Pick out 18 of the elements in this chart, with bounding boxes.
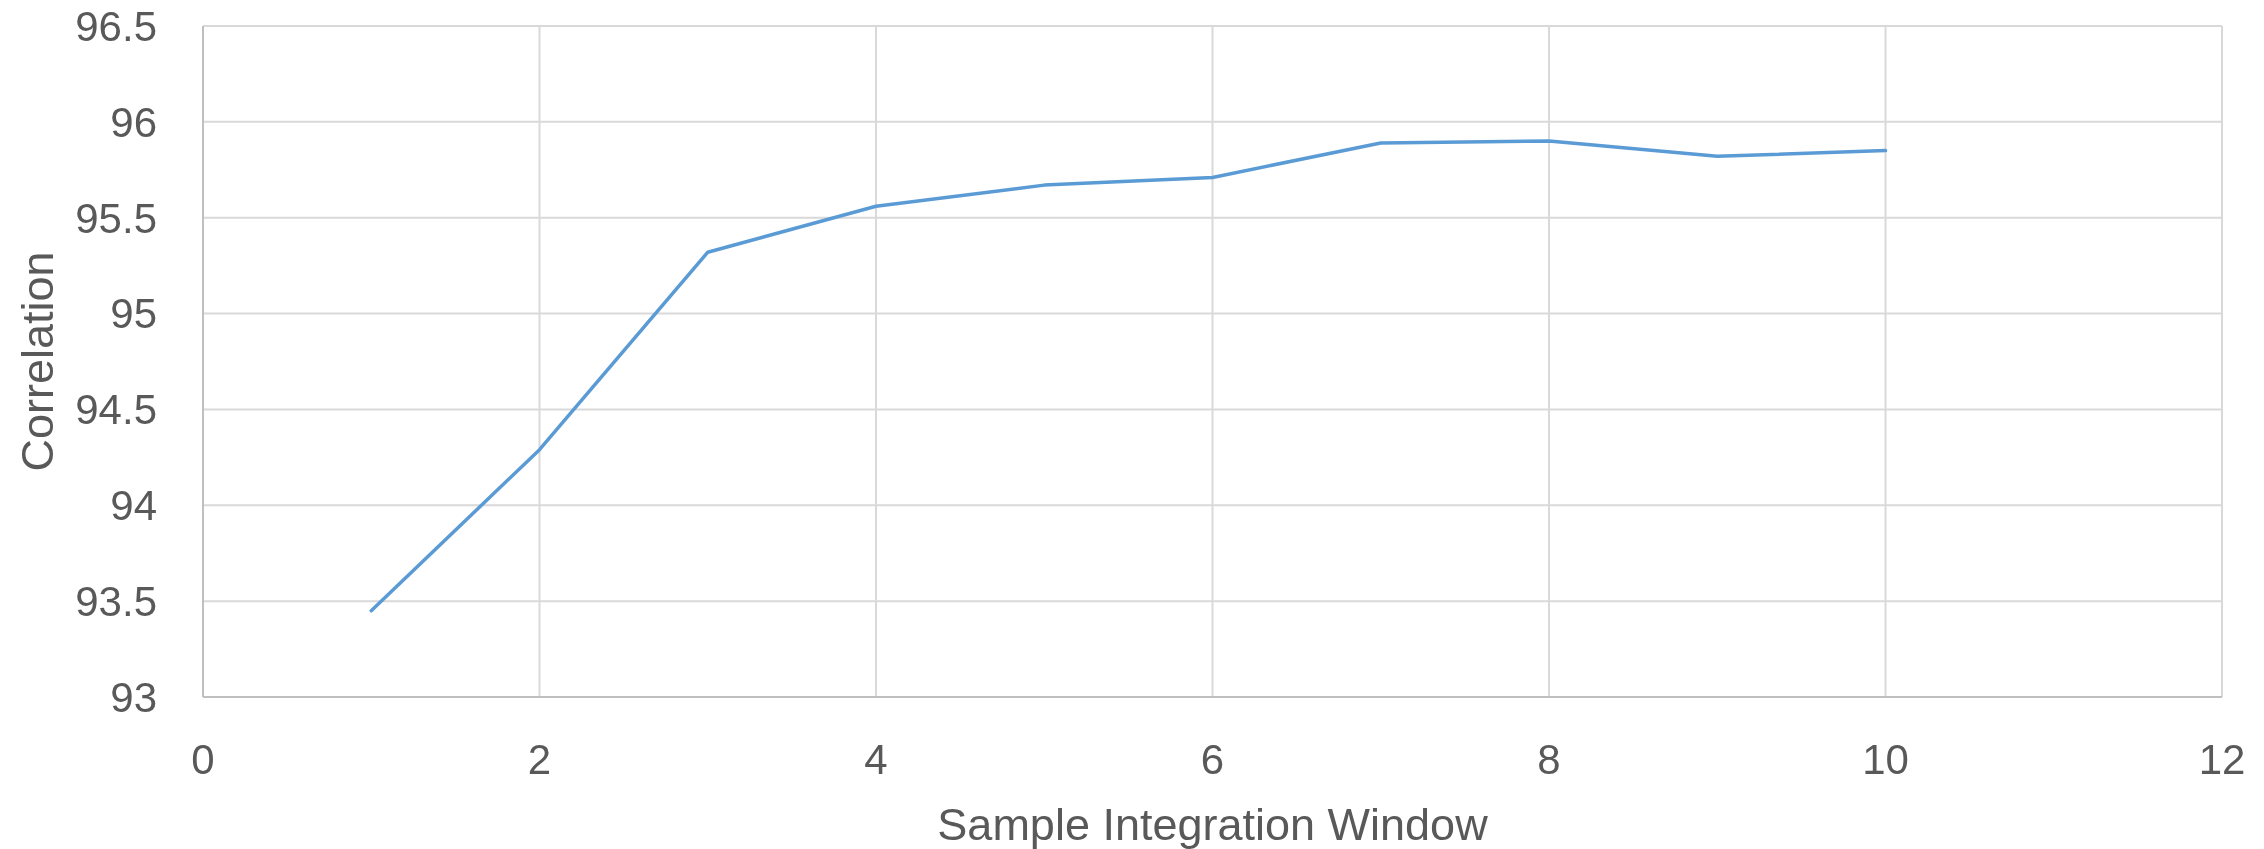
y-tick-label: 93: [110, 673, 157, 721]
y-tick-label: 94: [110, 482, 157, 530]
y-tick-label: 96.5: [75, 2, 157, 50]
x-tick-label: 2: [527, 735, 552, 783]
y-tick-label: 95.5: [75, 194, 157, 242]
y-tick-label: 95: [110, 290, 157, 338]
x-tick-label: 4: [864, 735, 888, 783]
x-tick-label: 12: [2198, 735, 2246, 783]
x-tick-label: 6: [1200, 735, 1225, 783]
y-axis-title: Correlation: [11, 251, 63, 472]
line-series: [369, 139, 1888, 613]
y-tick-label: 94.5: [75, 386, 157, 434]
y-tick-label: 96: [110, 98, 157, 146]
x-tick-label: 8: [1537, 735, 1561, 783]
x-axis-title: Sample Integration Window: [937, 798, 1489, 849]
x-tick-label: 0: [191, 735, 215, 783]
y-tick-label: 93.5: [75, 578, 157, 626]
x-tick-label: 10: [1862, 735, 1909, 783]
